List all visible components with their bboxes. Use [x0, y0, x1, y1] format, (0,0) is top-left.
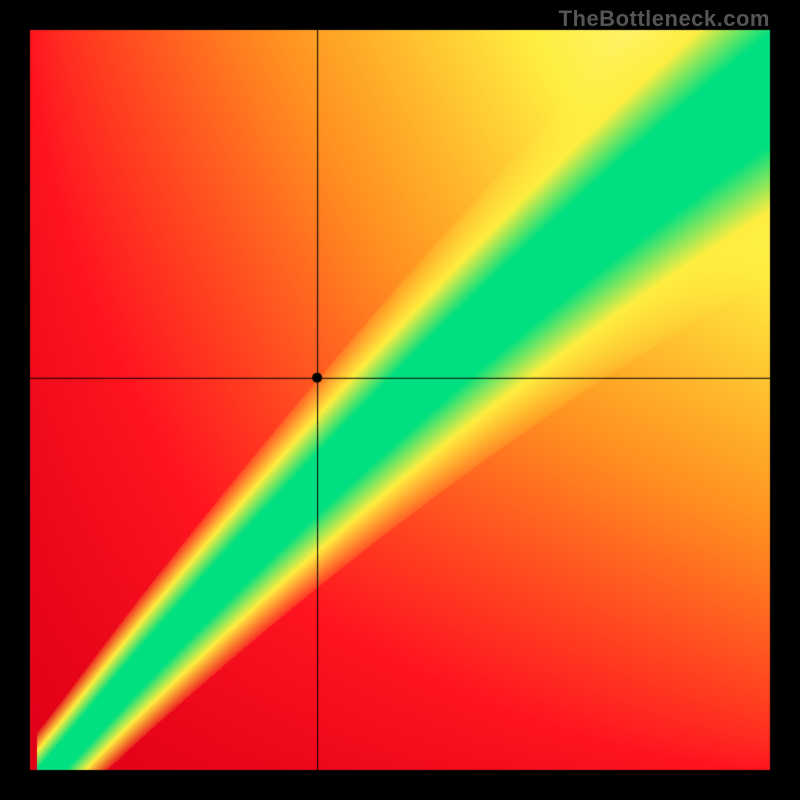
watermark-text: TheBottleneck.com [559, 6, 770, 32]
bottleneck-heatmap [0, 0, 800, 800]
